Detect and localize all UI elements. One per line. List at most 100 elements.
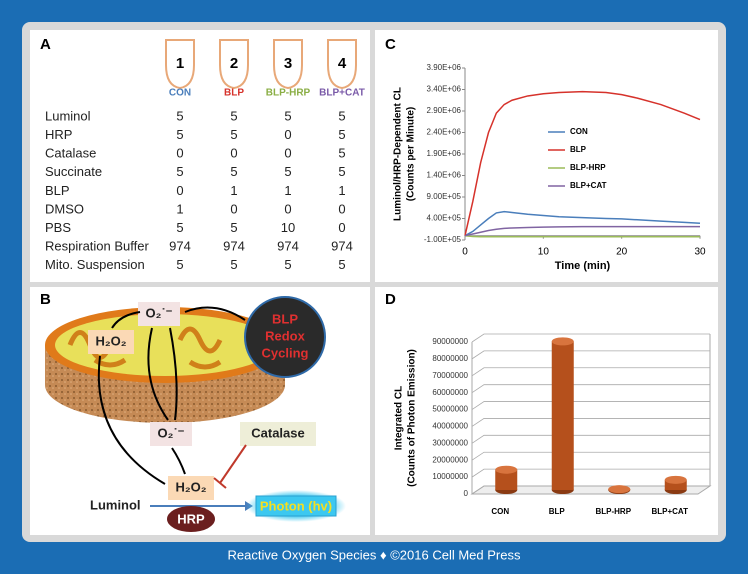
y-tick-label: -1.00E+05 xyxy=(424,235,462,244)
panel-a xyxy=(30,30,370,282)
tube xyxy=(165,39,195,90)
grid-line xyxy=(471,384,710,393)
y-tick-label: 3.40E+06 xyxy=(427,85,462,94)
line xyxy=(464,210,701,237)
row-label: Mito. Suspension xyxy=(45,257,145,272)
x-tick-label: BLP xyxy=(549,507,566,516)
hrp-label: HRP xyxy=(177,511,205,526)
x-tick-label: BLP+CAT xyxy=(651,507,688,516)
catalase-box xyxy=(240,422,316,446)
h2o2-label: H₂O₂ xyxy=(175,479,206,494)
table-cell: 5 xyxy=(284,164,291,179)
table-cell: 0 xyxy=(338,201,345,216)
mitochondrion-inner xyxy=(55,314,275,376)
table-cell: 5 xyxy=(176,220,183,235)
table-cell: 974 xyxy=(223,239,245,254)
table-cell: 10 xyxy=(281,220,295,235)
x-tick-label: 0 xyxy=(462,247,468,258)
y-axis-title: (Counts per Minute) xyxy=(406,107,417,201)
table-cell: 0 xyxy=(176,146,183,161)
tube xyxy=(327,39,357,90)
row-label: PBS xyxy=(45,220,71,235)
table-cell: 5 xyxy=(284,108,291,123)
table-cell: 974 xyxy=(331,239,353,254)
table-cell: 5 xyxy=(338,164,345,179)
grid-line xyxy=(471,401,710,410)
y-tick-label: 2.40E+06 xyxy=(427,128,462,137)
table-cell: 5 xyxy=(230,108,237,123)
tube-number: 1 xyxy=(176,55,184,72)
inhibit xyxy=(219,444,247,484)
tube-number: 3 xyxy=(284,55,292,72)
table-cell: 5 xyxy=(176,127,183,142)
row-label: Luminol xyxy=(45,108,91,123)
arrow xyxy=(169,327,178,421)
row-label: Respiration Buffer xyxy=(45,239,149,254)
photon-label: Photon (hv) xyxy=(260,498,332,513)
table-cell: 0 xyxy=(338,220,345,235)
bar xyxy=(495,469,518,490)
table-cell: 5 xyxy=(338,127,345,142)
o2-box xyxy=(138,302,180,326)
y-tick-label: 9.00E+05 xyxy=(427,192,462,201)
y-tick-label: 90000000 xyxy=(432,337,468,346)
x-axis-title: Time (min) xyxy=(555,260,611,272)
table-cell: 5 xyxy=(230,220,237,235)
y-tick-label: 1.40E+06 xyxy=(427,171,462,180)
grid-line xyxy=(471,333,710,343)
grid-line xyxy=(471,418,710,427)
table-cell: 5 xyxy=(176,164,183,179)
hrp-ellipse xyxy=(167,506,215,532)
x-tick-label: 20 xyxy=(616,247,628,258)
blp-label: Redox xyxy=(265,328,306,343)
bar-top xyxy=(551,337,574,346)
table-cell: 1 xyxy=(338,183,345,198)
table-cell: 974 xyxy=(169,239,191,254)
y-tick-label: 60000000 xyxy=(432,388,468,397)
y-tick-label: 0 xyxy=(464,489,469,498)
row-label: Catalase xyxy=(45,146,96,161)
panel-label: A xyxy=(40,36,51,53)
table-cell: 1 xyxy=(176,201,183,216)
grid-line xyxy=(471,468,710,478)
table-cell: 974 xyxy=(277,239,299,254)
panel-d xyxy=(375,287,718,535)
arrow xyxy=(184,306,246,321)
table-cell: 0 xyxy=(284,201,291,216)
tube xyxy=(273,39,303,90)
footer: Reactive Oxygen Species ♦ ©2016 Cell Med… xyxy=(228,547,521,562)
luminol-label: Luminol xyxy=(90,497,141,512)
table-cell: 0 xyxy=(230,146,237,161)
diagram: O₂˙⁻ H₂O₂ BLP Redox Cycling O₂˙⁻ Catalas… xyxy=(45,296,346,532)
y-tick-label: 80000000 xyxy=(432,354,468,363)
line xyxy=(464,90,701,236)
y-tick-label: 30000000 xyxy=(432,438,468,447)
y-tick-label: 10000000 xyxy=(432,472,468,481)
o2-label: O₂˙⁻ xyxy=(145,305,172,320)
legend-label: BLP xyxy=(570,145,587,154)
panel-label: C xyxy=(385,36,396,53)
y-tick-label: 50000000 xyxy=(432,405,468,414)
row-label: DMSO xyxy=(45,201,84,216)
table-cell: 5 xyxy=(284,257,291,272)
grid-line xyxy=(471,485,710,495)
grid-line xyxy=(471,350,710,360)
y-tick-label: 1.90E+06 xyxy=(427,149,462,158)
y-axis-title: Integrated CL xyxy=(394,386,405,450)
row-label: BLP xyxy=(45,183,70,198)
arrow xyxy=(147,327,169,421)
y-axis-title: Luminol/HRP-Dependent CL xyxy=(393,87,404,221)
arrow xyxy=(97,355,166,485)
panel-label: D xyxy=(385,291,396,308)
bar-top xyxy=(608,485,631,494)
inhibit-bar xyxy=(213,477,227,489)
legend-label: BLP-HRP xyxy=(570,163,606,172)
table-cell: 0 xyxy=(284,127,291,142)
x-tick-label: BLP-HRP xyxy=(595,507,631,516)
legend-label: BLP+CAT xyxy=(570,181,607,190)
row-label: Succinate xyxy=(45,164,102,179)
x-tick-label: 30 xyxy=(694,247,706,258)
bar-top xyxy=(664,475,687,484)
table-cell: 5 xyxy=(338,257,345,272)
y-axis-title: (Counts of Photon Emission) xyxy=(407,349,418,487)
